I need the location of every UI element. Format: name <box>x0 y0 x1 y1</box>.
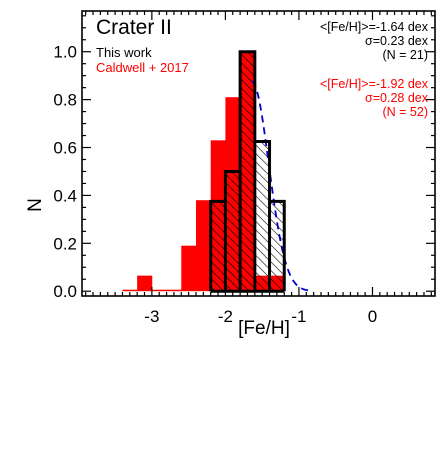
this-work-bar <box>254 141 270 292</box>
y-axis-label: N <box>25 198 46 212</box>
y-tick-label: 0.4 <box>53 186 77 205</box>
x-tick-label: -2 <box>218 307 233 326</box>
this-work-bar <box>269 201 285 292</box>
y-tick-label: 1.0 <box>53 43 77 62</box>
this-work-histogram <box>210 51 285 292</box>
legend-this-work: This work <box>96 45 152 60</box>
caldwell-bar <box>122 289 138 292</box>
caldwell-bar <box>151 289 167 292</box>
x-tick-label: 0 <box>368 307 377 326</box>
x-tick-labels: -3 -2 -1 0 <box>144 307 377 326</box>
caldwell-bar <box>166 289 182 292</box>
stats-this-work: <[Fe/H]>=-1.64 dex σ=0.23 dex (N = 21) <box>320 20 429 62</box>
stats-this-work-n: (N = 21) <box>382 48 428 62</box>
stats-caldwell-sigma: σ=0.28 dex <box>365 91 429 105</box>
y-tick-label: 0.0 <box>53 282 77 301</box>
this-work-bar <box>240 51 255 292</box>
x-axis-label: [Fe/H] <box>238 318 290 339</box>
x-tick-label: -3 <box>144 307 159 326</box>
chart-title: Crater II <box>96 16 172 39</box>
stats-this-work-mean: <[Fe/H]>=-1.64 dex <box>320 20 429 34</box>
stats-this-work-sigma: σ=0.23 dex <box>365 34 429 48</box>
this-work-histogram-outline <box>209 50 286 293</box>
this-work-bar <box>225 171 241 292</box>
y-tick-labels: 0.0 0.2 0.4 0.6 0.8 1.0 <box>53 43 77 301</box>
y-tick-label: 0.8 <box>53 91 77 110</box>
legend-caldwell: Caldwell + 2017 <box>96 60 189 75</box>
caldwell-bar <box>181 245 197 292</box>
plot-frame <box>81 10 436 297</box>
y-tick-label: 0.2 <box>53 234 77 253</box>
stats-caldwell: <[Fe/H]>=-1.92 dex σ=0.28 dex (N = 52) <box>320 77 429 119</box>
x-tick-label: -1 <box>291 307 306 326</box>
caldwell-bar <box>195 200 212 292</box>
caldwell-bar <box>137 275 153 292</box>
stats-caldwell-mean: <[Fe/H]>=-1.92 dex <box>320 77 429 91</box>
axis-ticks <box>82 11 435 296</box>
stats-caldwell-n: (N = 52) <box>382 105 428 119</box>
y-tick-label: 0.6 <box>53 139 77 158</box>
this-work-bar <box>210 201 226 292</box>
